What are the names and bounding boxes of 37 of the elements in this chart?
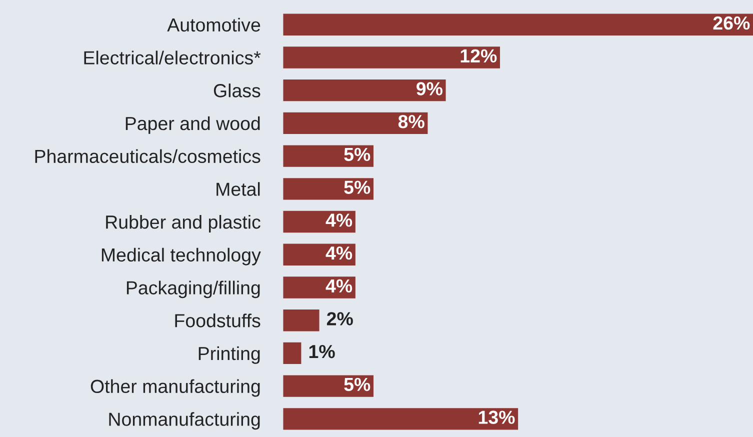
bar [283, 408, 518, 430]
y-tick-label: Glass [214, 84, 260, 98]
y-tick-label: Pharmaceuticals/cosmetics [35, 149, 260, 164]
bar [283, 145, 374, 167]
data-label: 1% [309, 345, 335, 358]
data-label: 5% [344, 378, 370, 392]
bar [283, 14, 753, 36]
data-label: 13% [478, 410, 515, 424]
data-label: 26% [713, 16, 750, 30]
y-tick-label: Medical technology [102, 248, 261, 266]
data-label: 4% [326, 246, 352, 260]
data-label: 5% [344, 148, 370, 162]
bar [283, 80, 446, 102]
bar [283, 178, 374, 200]
data-label: 12% [460, 49, 497, 62]
y-tick-label: Metal [216, 182, 260, 196]
y-tick-label: Printing [198, 346, 260, 364]
y-tick-label: Paper and wood [126, 116, 260, 134]
data-label: 2% [326, 312, 353, 326]
bar [283, 310, 320, 332]
y-tick-label: Foodstuffs [175, 314, 260, 328]
y-tick-label: Rubber and plastic [106, 214, 260, 232]
bar [283, 276, 356, 298]
y-tick-label: Nonmanufacturing [109, 412, 260, 430]
data-label: 4% [326, 214, 352, 227]
bar [283, 375, 374, 397]
bar [283, 112, 428, 134]
y-tick-label: Electrical/electronics* [84, 50, 261, 64]
bar [283, 46, 500, 68]
data-label: 8% [398, 114, 424, 128]
data-label: 5% [344, 180, 370, 194]
data-label: 9% [416, 82, 442, 96]
y-tick-label: Automotive [167, 18, 260, 32]
bar [283, 342, 302, 364]
data-label: 4% [326, 279, 352, 292]
y-tick-label: Other manufacturing [90, 379, 260, 397]
y-tick-label: Packaging/filling [126, 280, 260, 298]
